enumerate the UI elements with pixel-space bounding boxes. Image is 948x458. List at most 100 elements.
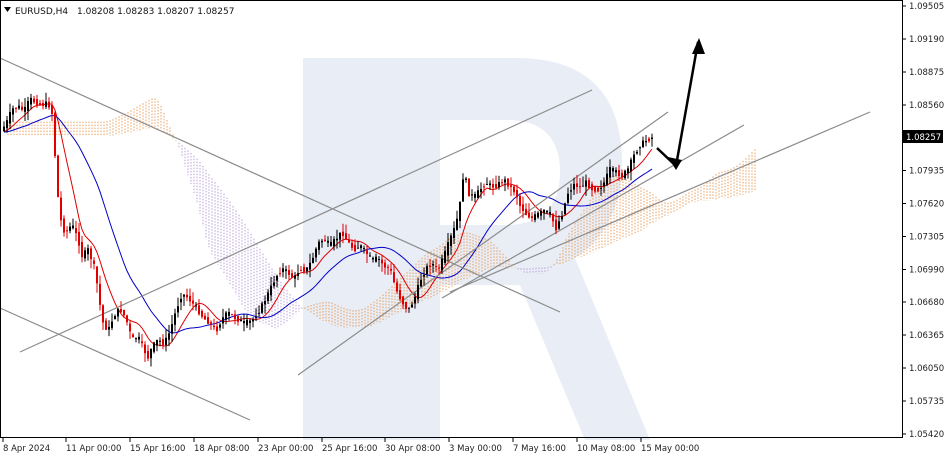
candle-body <box>93 260 95 264</box>
candle-body <box>186 294 188 298</box>
candle-body <box>423 274 425 277</box>
y-tick-label: 1.07305 <box>909 233 944 243</box>
candle-body <box>12 108 14 115</box>
candle-body <box>606 173 608 185</box>
candle-body <box>225 312 227 320</box>
x-tick-label: 30 Apr 08:00 <box>385 444 440 454</box>
candle-body <box>462 179 464 202</box>
candle-body <box>285 269 287 272</box>
candle-body <box>489 183 491 186</box>
trend-line <box>19 89 593 353</box>
candle-body <box>18 105 20 109</box>
y-tick-label: 1.06365 <box>909 331 944 341</box>
arrow-head-down-icon <box>668 157 682 170</box>
candle-body <box>78 231 80 246</box>
candle-body <box>420 279 422 287</box>
candle-body <box>237 315 239 322</box>
candle-body <box>540 210 542 216</box>
x-tick-label: 23 Apr 00:00 <box>258 444 313 454</box>
candle-body <box>276 275 278 281</box>
candle-body <box>222 317 224 324</box>
candle-body <box>546 210 548 213</box>
candle-body <box>432 264 434 266</box>
candle-body <box>9 111 11 124</box>
chart-header: EURUSD,H4 1.08208 1.08283 1.08207 1.0825… <box>4 7 234 17</box>
candle-body <box>39 103 41 105</box>
candle-body <box>405 302 407 309</box>
candle-body <box>327 240 329 243</box>
x-tick-label: 10 May 08:00 <box>577 444 635 454</box>
candle-body <box>504 179 506 183</box>
x-tick-label: 7 May 16:00 <box>513 444 566 454</box>
candle-body <box>408 307 410 309</box>
candle-body <box>387 266 389 268</box>
candle-body <box>579 186 581 188</box>
candle-body <box>630 159 632 172</box>
x-tick-label: 18 Apr 08:00 <box>194 444 249 454</box>
candle-body <box>597 187 599 192</box>
candle-body <box>120 309 122 312</box>
candle-body <box>36 99 38 106</box>
candle-body <box>165 337 167 346</box>
candle-body <box>141 341 143 344</box>
candle-body <box>198 305 200 315</box>
candle-body <box>624 170 626 179</box>
candle-body <box>483 186 485 188</box>
candle-body <box>270 285 272 296</box>
x-tick-label: 15 May 00:00 <box>641 444 699 454</box>
candle-body <box>477 190 479 199</box>
candle-body <box>219 324 221 328</box>
candle-body <box>177 306 179 313</box>
candle-body <box>279 273 281 275</box>
y-tick-label: 1.08875 <box>909 68 944 78</box>
candle-body <box>570 190 572 192</box>
arrow-head-up-icon <box>692 38 705 54</box>
candle-body <box>588 180 590 189</box>
candle-body <box>267 292 269 302</box>
y-tick-label: 1.09190 <box>909 35 944 45</box>
candle-body <box>105 320 107 330</box>
candle-body <box>561 216 563 220</box>
candle-body <box>585 180 587 187</box>
candle-body <box>252 319 254 322</box>
candle-body <box>318 241 320 250</box>
candle-body <box>81 242 83 258</box>
candle-body <box>372 257 374 260</box>
candle-body <box>273 282 275 286</box>
candle-body <box>150 348 152 359</box>
candle-body <box>642 140 644 147</box>
candle-body <box>84 250 86 259</box>
candle-body <box>384 262 386 268</box>
candle-body <box>135 338 137 340</box>
candle-body <box>381 259 383 264</box>
candle-body <box>414 296 416 304</box>
candle-body <box>609 167 611 178</box>
candle-body <box>288 270 290 275</box>
candle-body <box>243 321 245 324</box>
candle-body <box>324 239 326 241</box>
candle-body <box>402 296 404 305</box>
kijun-line <box>3 114 653 334</box>
candle-body <box>63 218 65 233</box>
candle-body <box>615 170 617 173</box>
candle-body <box>498 182 500 187</box>
candle-body <box>21 106 23 110</box>
candle-body <box>291 273 293 278</box>
candle-body <box>129 323 131 332</box>
candle-body <box>339 232 341 240</box>
candle-body <box>516 189 518 198</box>
x-tick-label: 11 Apr 00:00 <box>66 444 121 454</box>
symbol-label: EURUSD,H4 <box>15 7 68 17</box>
x-tick-label: 8 Apr 2024 <box>3 444 50 454</box>
trend-lines <box>0 57 871 421</box>
candle-body <box>534 214 536 220</box>
candle-body <box>564 203 566 215</box>
candle-body <box>282 268 284 273</box>
candle-body <box>576 183 578 187</box>
trend-line <box>441 124 745 299</box>
candle-body <box>75 228 77 234</box>
candle-body <box>234 314 236 320</box>
candle-body <box>255 317 257 319</box>
candle-body <box>627 168 629 174</box>
